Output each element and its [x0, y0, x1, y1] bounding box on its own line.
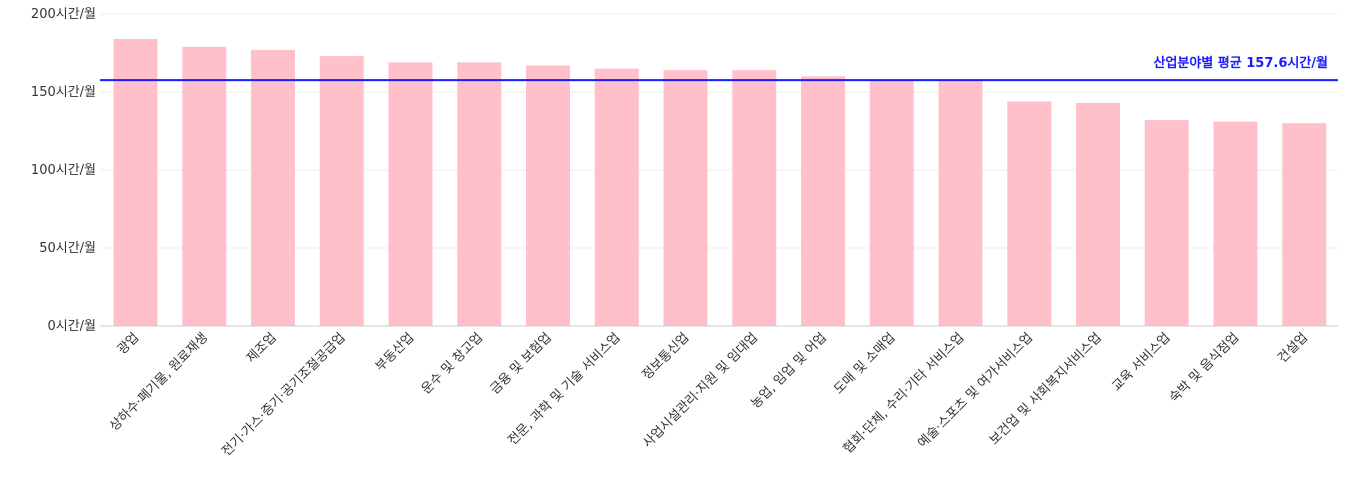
x-category-label: 전문, 과학 및 기술 서비스업 — [505, 330, 623, 448]
bar — [251, 49, 295, 326]
x-category-label: 사업시설관리·지원 및 임대업 — [640, 330, 761, 451]
bar — [1076, 102, 1120, 326]
x-category-label: 협회·단체, 수리·기타 서비스업 — [841, 330, 968, 457]
bar — [869, 79, 914, 327]
x-category-label: 금융 및 보험업 — [488, 330, 555, 397]
x-category-label: 제조업 — [244, 330, 280, 366]
bar — [182, 46, 227, 326]
x-category-label: 교육 서비스업 — [1109, 330, 1173, 394]
y-tick-label: 150시간/월 — [31, 85, 96, 100]
x-category-label: 농업, 임업 및 어업 — [748, 330, 829, 411]
bar — [388, 62, 433, 327]
x-category-label: 도매 및 소매업 — [831, 330, 898, 397]
bar — [1007, 101, 1052, 326]
bar — [938, 81, 983, 326]
bar — [1282, 123, 1327, 326]
x-category-label: 운수 및 창고업 — [419, 330, 486, 397]
y-axis-ticks: 0시간/월 50시간/월 100시간/월 150시간/월 200시간/월 — [31, 7, 96, 334]
bar — [319, 56, 364, 327]
x-category-label: 예술·스포츠 및 여가서비스업 — [915, 330, 1036, 451]
bar — [457, 62, 502, 327]
y-tick-label: 50시간/월 — [39, 241, 96, 256]
y-tick-label: 200시간/월 — [31, 7, 96, 22]
x-category-label: 광업 — [115, 330, 143, 358]
y-tick-label: 100시간/월 — [31, 163, 96, 178]
x-category-label: 건설업 — [1275, 330, 1311, 366]
x-category-label: 보건업 및 사회복지서비스업 — [987, 330, 1105, 448]
bar — [526, 65, 570, 326]
bar — [732, 70, 777, 326]
bar — [663, 70, 708, 326]
average-label: 산업분야별 평균 157.6시간/월 — [1153, 55, 1328, 71]
bar — [1144, 120, 1189, 326]
bar — [594, 68, 639, 326]
bars — [113, 38, 1327, 327]
bar — [801, 76, 845, 327]
x-category-label: 정보통신업 — [639, 330, 692, 383]
gridlines — [100, 13, 1338, 249]
x-category-label: 부동산업 — [373, 330, 417, 374]
bar — [113, 38, 158, 327]
x-category-label: 숙박 및 음식점업 — [1167, 330, 1243, 406]
x-category-label: 전기·가스·증기·공기조절공급업 — [219, 330, 348, 459]
bar — [1213, 121, 1258, 326]
y-tick-label: 0시간/월 — [47, 319, 96, 334]
